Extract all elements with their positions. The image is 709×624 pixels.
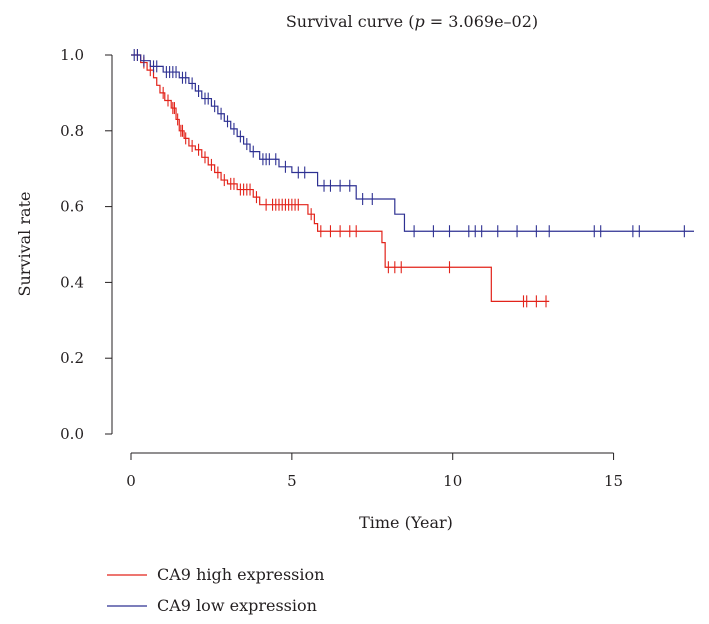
y-tick-label: 0.0 (60, 425, 84, 443)
y-tick-label: 0.8 (60, 122, 84, 140)
y-tick-label: 1.0 (60, 46, 84, 64)
y-tick-label: 0.6 (60, 198, 84, 216)
legend-label-low: CA9 low expression (157, 596, 317, 615)
survival-line-low (131, 54, 694, 232)
y-tick-label: 0.4 (60, 273, 84, 291)
survival-line-high (131, 54, 550, 302)
x-axis-label: Time (Year) (359, 513, 453, 532)
legend-label-high: CA9 high expression (157, 565, 324, 584)
plot-area: 0 5 10 15 0.0 0.2 0.4 0.6 0.8 1.0 (60, 46, 694, 490)
y-axis-label: Survival rate (15, 192, 34, 297)
x-tick-label: 10 (443, 472, 462, 490)
chart-title: Survival curve (p = 3.069e–02) (286, 12, 538, 31)
x-tick-label: 15 (604, 472, 623, 490)
x-tick-label: 5 (287, 472, 297, 490)
y-tick-label: 0.2 (60, 349, 84, 367)
x-tick-label: 0 (126, 472, 136, 490)
legend: CA9 high expression CA9 low expression (107, 565, 324, 615)
